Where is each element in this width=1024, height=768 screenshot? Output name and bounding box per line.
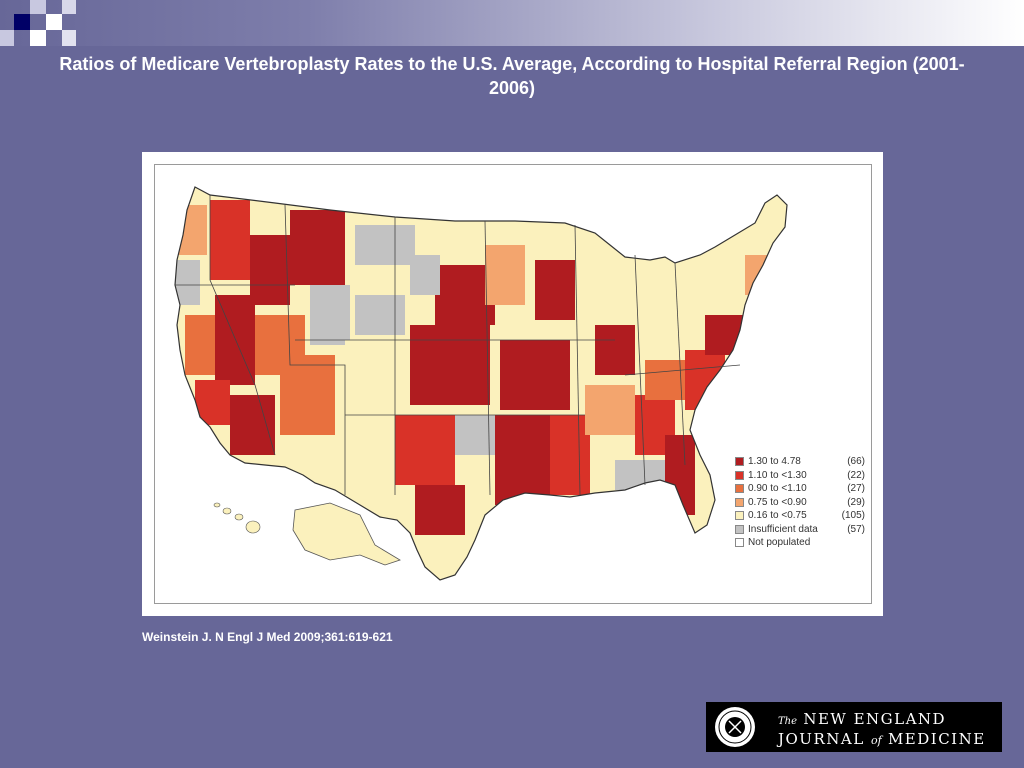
legend-swatch bbox=[735, 470, 744, 480]
legend-count: (105) bbox=[841, 510, 865, 522]
legend-item: 1.30 to 4.78 (66) bbox=[735, 455, 865, 469]
nejm-seal-icon bbox=[715, 707, 755, 747]
logo-of: of bbox=[870, 734, 882, 747]
legend-swatch bbox=[735, 484, 744, 494]
us-map bbox=[174, 186, 788, 581]
legend-count: (27) bbox=[847, 483, 865, 495]
legend-item: 0.16 to <0.75 (105) bbox=[735, 509, 865, 523]
map-panel: 1.30 to 4.78 (66) 1.10 to <1.30 (22) 0.9… bbox=[154, 164, 872, 604]
legend-item: Insufficient data (57) bbox=[735, 523, 865, 537]
legend-count: (29) bbox=[847, 496, 865, 508]
top-gradient-bar bbox=[0, 0, 1024, 46]
legend-item: Not populated bbox=[735, 536, 865, 550]
logo-line-1: The NEW ENGLAND bbox=[778, 710, 946, 728]
legend-item: 0.90 to <1.10 (27) bbox=[735, 482, 865, 496]
legend-swatch bbox=[735, 524, 744, 534]
legend-count: (57) bbox=[847, 523, 865, 535]
legend-item: 1.10 to <1.30 (22) bbox=[735, 469, 865, 483]
hawaii-inset bbox=[213, 502, 261, 534]
legend-label: 0.90 to <1.10 bbox=[748, 483, 807, 495]
legend-count: (22) bbox=[847, 469, 865, 481]
legend-label: 1.10 to <1.30 bbox=[748, 469, 807, 481]
legend-label: 0.75 to <0.90 bbox=[748, 496, 807, 508]
legend-label: 0.16 to <0.75 bbox=[748, 510, 807, 522]
logo-the: The bbox=[778, 716, 798, 727]
legend-swatch bbox=[735, 497, 744, 507]
legend-item: 0.75 to <0.90 (29) bbox=[735, 496, 865, 510]
logo-medicine: MEDICINE bbox=[887, 730, 986, 748]
logo-new-england: NEW ENGLAND bbox=[803, 710, 947, 728]
citation: Weinstein J. N Engl J Med 2009;361:619-6… bbox=[142, 630, 393, 644]
legend-swatch bbox=[735, 511, 744, 521]
slide-title: Ratios of Medicare Vertebroplasty Rates … bbox=[59, 54, 965, 98]
alaska-inset bbox=[292, 502, 401, 566]
map-legend: 1.30 to 4.78 (66) 1.10 to <1.30 (22) 0.9… bbox=[735, 455, 865, 550]
nejm-logo: The NEW ENGLAND JOURNAL of MEDICINE bbox=[706, 702, 1002, 752]
legend-label: Insufficient data bbox=[748, 523, 818, 535]
legend-swatch bbox=[735, 538, 744, 548]
logo-journal: JOURNAL bbox=[778, 730, 865, 748]
legend-label: Not populated bbox=[748, 537, 811, 549]
logo-line-2: JOURNAL of MEDICINE bbox=[778, 730, 986, 748]
map-figure: 1.30 to 4.78 (66) 1.10 to <1.30 (22) 0.9… bbox=[142, 152, 883, 616]
us-outline bbox=[174, 186, 788, 581]
legend-label: 1.30 to 4.78 bbox=[748, 456, 801, 468]
legend-count: (66) bbox=[847, 456, 865, 468]
legend-swatch bbox=[735, 457, 744, 467]
state-borders bbox=[175, 195, 741, 496]
